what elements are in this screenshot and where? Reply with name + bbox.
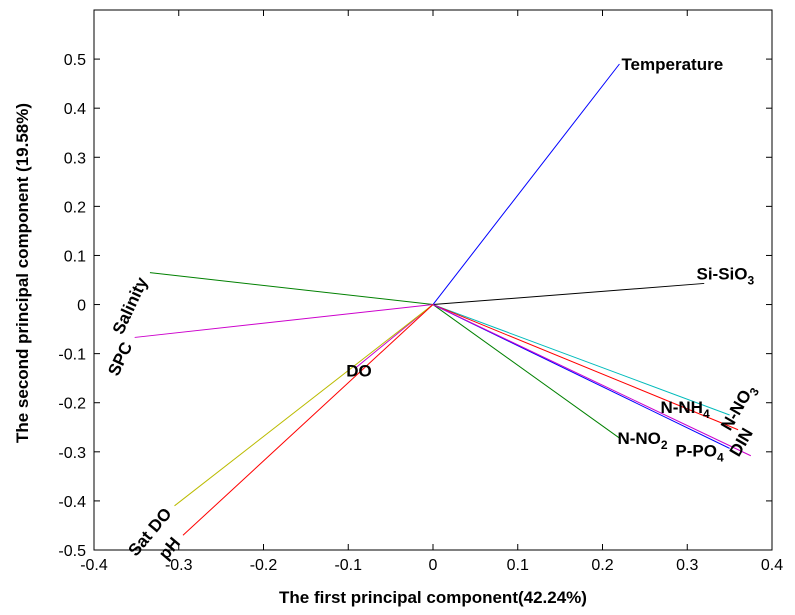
- vector-lines: [134, 63, 752, 536]
- y-tick-label: -0.3: [58, 445, 86, 462]
- y-tick-label: -0.2: [58, 396, 86, 413]
- vector-label-text: P-PO: [675, 441, 717, 460]
- vector-line: [432, 282, 705, 306]
- vector-line: [432, 304, 730, 416]
- vector-label: N-NO2: [617, 429, 667, 452]
- y-tick-label: 0.4: [64, 101, 86, 118]
- x-tick-label: 0.2: [591, 557, 613, 574]
- y-tick-label: 0.2: [64, 199, 86, 216]
- vector-line: [432, 304, 739, 431]
- x-tick-label: 0.4: [761, 557, 783, 574]
- y-tick-label: 0.3: [64, 150, 86, 167]
- x-tick-label: -0.3: [165, 557, 193, 574]
- x-axis-ticks: -0.4 -0.3 -0.2 -0.1 0 0.1 0.2 0.3 0.4: [80, 10, 783, 574]
- x-tick-label: -0.1: [334, 557, 362, 574]
- vector-label-text: N-NO: [617, 429, 660, 448]
- y-axis-ticks: -0.5 -0.4 -0.3 -0.2 -0.1 0 0.1 0.2 0.3 0.4 0.5: [58, 52, 772, 560]
- vector-label-text: Si-SiO: [696, 264, 747, 283]
- vector-label: P-PO4: [675, 441, 724, 464]
- vector-label-text: N-NH: [660, 398, 703, 417]
- vector-label-subscript: 3: [748, 273, 755, 287]
- y-tick-label: -0.5: [58, 543, 86, 560]
- vector-label-subscript: 4: [717, 450, 724, 464]
- vector-line: [432, 304, 620, 439]
- x-axis-title: The first principal component(42.24%): [279, 588, 587, 607]
- vector-label-text: DO: [346, 361, 372, 380]
- vector-label-subscript: 2: [661, 438, 668, 452]
- y-tick-label: 0: [77, 298, 86, 315]
- vector-label: DO: [346, 361, 372, 380]
- x-tick-label: -0.4: [80, 557, 108, 574]
- vector-line: [134, 304, 434, 338]
- y-tick-label: 0.5: [64, 52, 86, 69]
- vector-label: N-NH4: [660, 398, 710, 421]
- x-tick-label: 0.1: [507, 557, 529, 574]
- y-axis-title: The second principal component (19.58%): [13, 103, 32, 443]
- vector-label-text: Temperature: [621, 55, 723, 74]
- y-tick-label: -0.1: [58, 347, 86, 364]
- vector-line: [432, 63, 620, 305]
- vector-line: [149, 272, 434, 306]
- x-tick-label: 0.3: [676, 557, 698, 574]
- y-tick-label: -0.4: [58, 494, 86, 511]
- x-tick-label: 0: [429, 557, 438, 574]
- vector-line: [174, 304, 434, 507]
- vector-line: [432, 304, 752, 457]
- vector-label-subscript: 4: [703, 407, 710, 421]
- vector-label: Si-SiO3: [696, 264, 754, 287]
- plot-frame: [93, 9, 773, 551]
- vector-line: [182, 304, 434, 536]
- y-tick-label: 0.1: [64, 248, 86, 265]
- vector-label: Temperature: [621, 55, 723, 74]
- x-tick-label: -0.2: [250, 557, 278, 574]
